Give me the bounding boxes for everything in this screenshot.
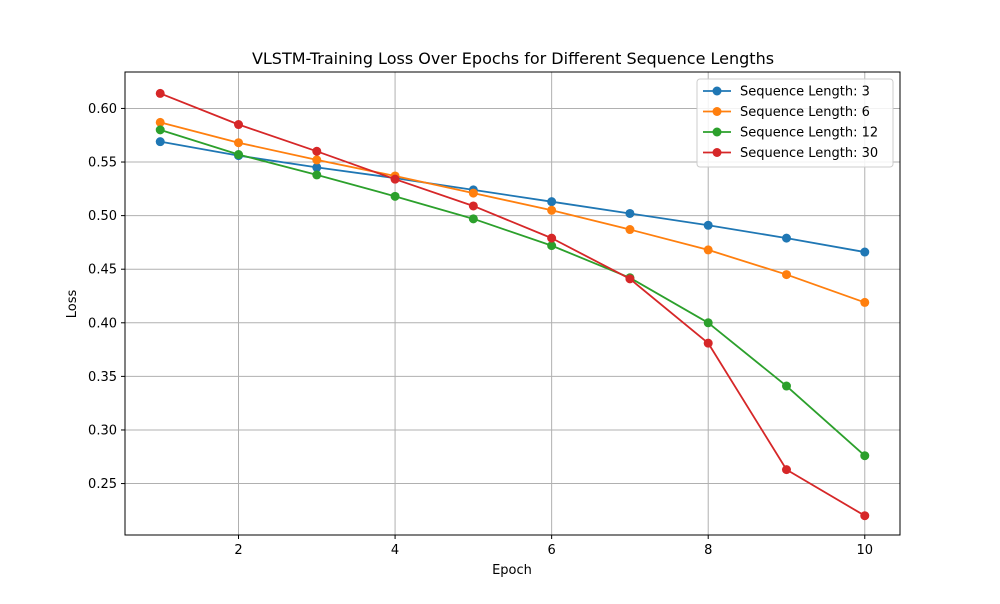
data-point — [312, 155, 322, 165]
data-point — [312, 170, 322, 180]
legend-box — [696, 78, 894, 168]
series-line — [159, 129, 866, 457]
series-line — [160, 121, 866, 304]
y-tick-label: 0.50 — [88, 209, 117, 224]
data-point — [703, 220, 713, 230]
y-tick-label: 0.30 — [88, 423, 117, 438]
legend-label: Sequence Length: 30 — [740, 146, 878, 161]
series-2 — [155, 117, 870, 307]
data-point — [703, 245, 713, 255]
data-point — [625, 208, 635, 218]
data-point — [155, 117, 165, 127]
data-point — [312, 146, 322, 156]
data-point — [781, 270, 791, 280]
data-point — [781, 465, 791, 475]
data-point — [390, 191, 400, 201]
x-tick-label: 2 — [234, 543, 242, 558]
legend-label: Sequence Length: 6 — [740, 105, 870, 120]
data-point — [468, 214, 478, 224]
legend-swatch-marker — [712, 148, 722, 157]
data-point — [625, 274, 635, 284]
series-group — [155, 88, 870, 521]
y-axis-label: Loss — [65, 290, 80, 319]
data-point — [781, 381, 791, 391]
legend-swatch-marker — [712, 86, 722, 96]
y-tick-label: 0.25 — [88, 477, 117, 492]
data-point — [234, 120, 244, 130]
data-point — [703, 318, 713, 328]
data-point — [390, 174, 400, 184]
data-point — [860, 247, 870, 257]
chart-title: VLSTM-Training Loss Over Epochs for Diff… — [252, 49, 774, 68]
x-tick-label: 6 — [548, 543, 556, 558]
data-point — [312, 162, 322, 172]
data-point — [547, 241, 557, 251]
legend-swatch-marker — [712, 107, 722, 116]
y-tick-label: 0.40 — [88, 316, 117, 331]
data-point — [860, 511, 870, 521]
data-point — [155, 125, 165, 135]
data-point — [155, 137, 165, 147]
data-point — [547, 197, 557, 207]
legend-swatch-marker — [712, 127, 722, 137]
y-tick-label: 0.55 — [88, 156, 117, 171]
legend: Sequence Length: 3 Sequence Length: 6 Sequ… — [696, 78, 894, 168]
x-tick-label: 8 — [704, 543, 712, 558]
data-point — [234, 138, 244, 148]
legend-label: Sequence Length: 12 — [740, 126, 878, 141]
data-point — [703, 338, 713, 348]
x-tick-label: 10 — [856, 543, 873, 558]
series-3 — [155, 125, 870, 461]
y-tick-label: 0.45 — [88, 263, 117, 278]
data-point — [860, 451, 870, 461]
series-line — [159, 92, 866, 517]
y-axis-ticks: 0.25 0.30 0.35 0.40 0.45 0.50 0.55 0.60 — [88, 102, 125, 492]
data-point — [781, 233, 791, 243]
x-axis-ticks: 2 4 6 8 10 — [234, 535, 873, 558]
data-point — [547, 205, 557, 215]
legend-label: Sequence Length: 3 — [740, 85, 870, 100]
y-tick-label: 0.35 — [88, 370, 117, 385]
series-line — [160, 140, 865, 253]
data-point — [468, 188, 478, 198]
y-tick-label: 0.60 — [88, 102, 117, 117]
series-4 — [155, 88, 870, 521]
data-point — [625, 225, 635, 235]
x-tick-label: 4 — [391, 543, 399, 558]
data-point — [860, 297, 870, 307]
plot-area-frame — [124, 71, 901, 536]
data-point — [468, 201, 478, 211]
data-point — [155, 88, 165, 98]
data-point — [234, 150, 244, 160]
x-axis-label: Epoch — [492, 563, 532, 578]
data-point — [547, 233, 557, 243]
